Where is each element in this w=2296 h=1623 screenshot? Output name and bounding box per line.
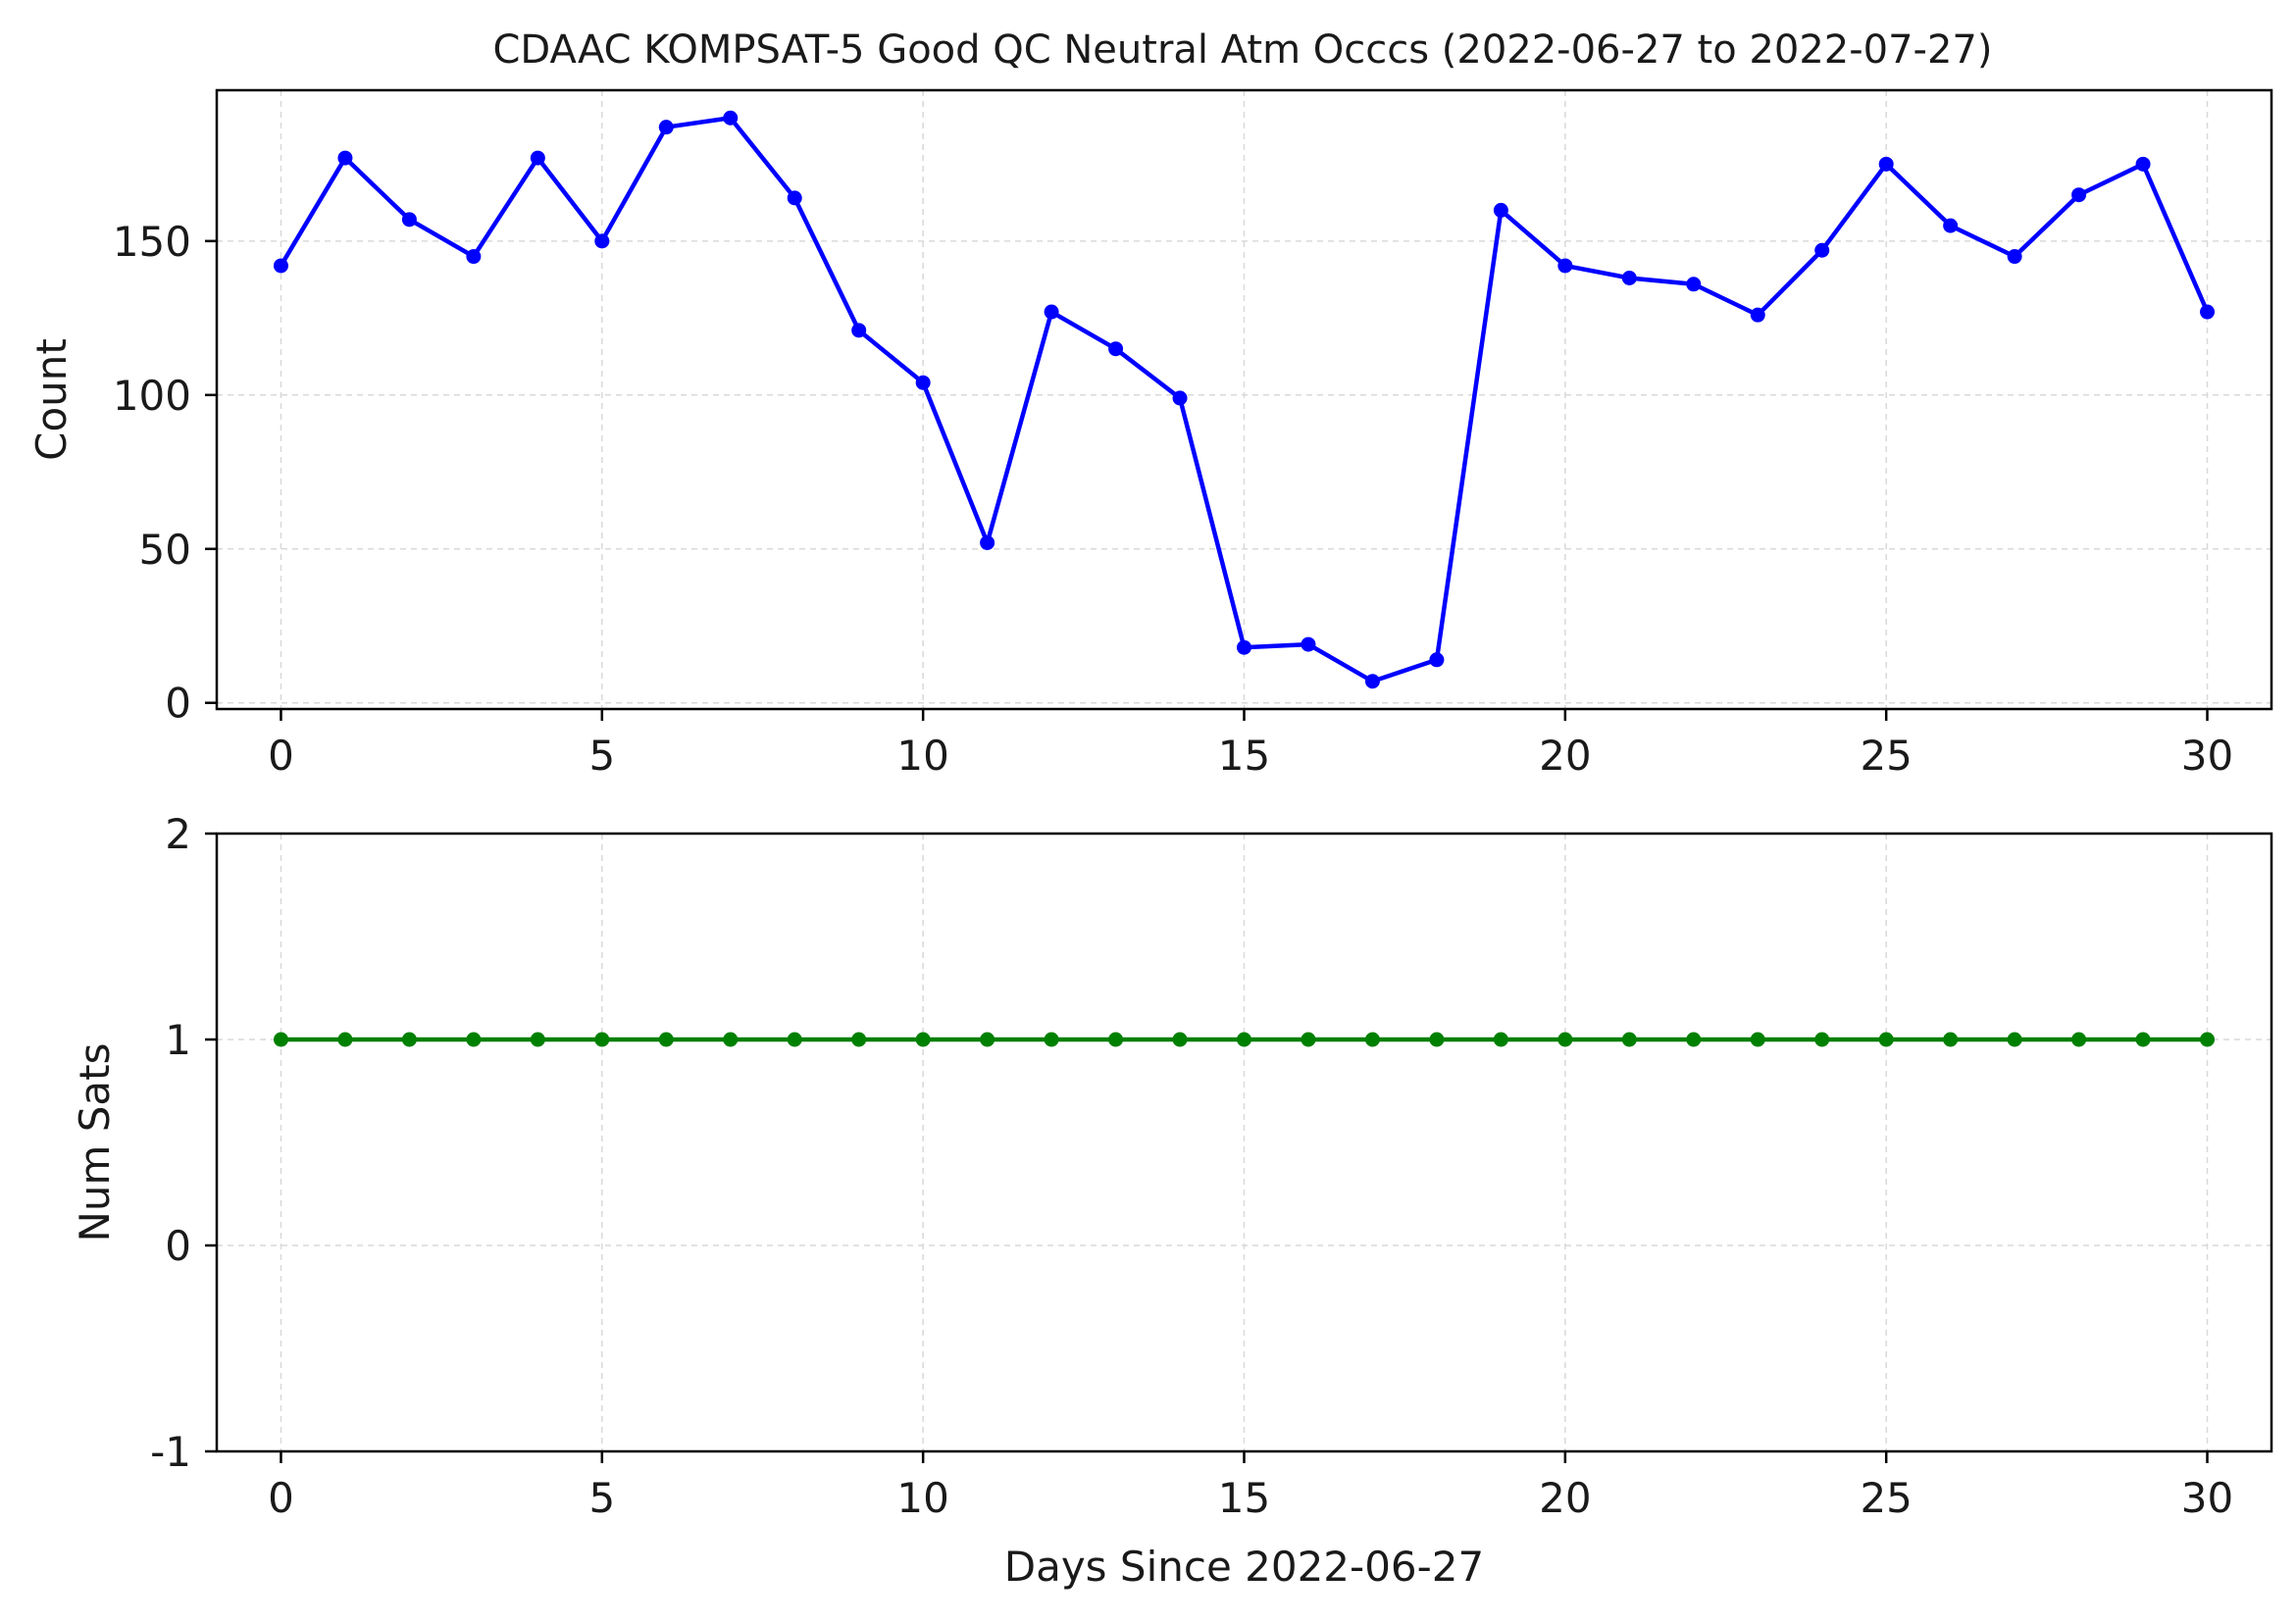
y-tick-label: 150: [113, 218, 191, 266]
data-point: [851, 323, 867, 338]
data-point: [1493, 202, 1508, 218]
data-point: [2200, 304, 2216, 320]
x-tick-label: 25: [1860, 732, 1912, 780]
data-point: [1814, 1032, 1830, 1047]
data-point: [1686, 1032, 1702, 1047]
x-tick-label: 0: [268, 1474, 294, 1522]
data-point: [466, 1032, 482, 1047]
data-point: [1943, 218, 1959, 233]
x-tick-label: 10: [896, 1474, 948, 1522]
data-point: [1750, 307, 1765, 323]
data-point: [1364, 674, 1380, 689]
data-point: [1943, 1032, 1959, 1047]
x-tick-label: 20: [1539, 1474, 1591, 1522]
data-point: [1044, 1032, 1059, 1047]
data-point: [1750, 1032, 1765, 1047]
data-point: [787, 1032, 802, 1047]
data-point: [1237, 1032, 1251, 1047]
data-point: [1301, 636, 1316, 652]
data-point: [2200, 1032, 2216, 1047]
x-tick-label: 30: [2181, 1474, 2233, 1522]
data-point: [2135, 1032, 2151, 1047]
data-point: [980, 1032, 995, 1047]
data-point: [337, 1032, 353, 1047]
data-point: [1429, 1032, 1445, 1047]
data-point: [337, 150, 353, 166]
data-point: [594, 233, 610, 249]
data-point: [1172, 1032, 1188, 1047]
chart-title: CDAAC KOMPSAT-5 Good QC Neutral Atm Occc…: [492, 27, 1992, 73]
x-tick-label: 25: [1860, 1474, 1912, 1522]
data-point: [1172, 390, 1188, 406]
data-point: [1108, 1032, 1124, 1047]
data-point: [273, 1032, 288, 1047]
x-axis-label: Days Since 2022-06-27: [1004, 1543, 1484, 1591]
y-axis-label: Num Sats: [71, 1042, 119, 1242]
data-point: [1878, 156, 1894, 172]
data-point: [1621, 270, 1637, 285]
data-point: [1301, 1032, 1316, 1047]
y-tick-label: 0: [165, 1222, 191, 1270]
data-point: [594, 1032, 610, 1047]
x-tick-label: 5: [588, 732, 615, 780]
data-point: [1878, 1032, 1894, 1047]
data-point: [530, 1032, 545, 1047]
data-point: [1044, 304, 1059, 320]
data-point: [915, 1032, 931, 1047]
data-point: [2135, 156, 2151, 172]
data-point: [915, 375, 931, 390]
y-tick-label: 50: [139, 526, 191, 574]
y-tick-label: 1: [165, 1016, 191, 1064]
data-point: [851, 1032, 867, 1047]
data-point: [1814, 242, 1830, 258]
data-point: [980, 534, 995, 550]
data-point: [787, 190, 802, 206]
y-tick-label: 2: [165, 810, 191, 858]
data-point: [1364, 1032, 1380, 1047]
data-point: [273, 258, 288, 274]
x-tick-label: 0: [268, 732, 294, 780]
data-point: [1493, 1032, 1508, 1047]
data-point: [401, 212, 417, 228]
x-tick-label: 10: [896, 732, 948, 780]
data-point: [530, 150, 545, 166]
x-tick-label: 15: [1218, 732, 1270, 780]
data-point: [2007, 249, 2022, 265]
data-point: [1621, 1032, 1637, 1047]
count-subplot: 0 5 10 15 20 25 30 0 50 100 150 Count: [27, 88, 2273, 780]
data-point: [1108, 341, 1124, 357]
data-point: [723, 110, 739, 126]
num-sats-subplot: 0 5 10 15 20 25 30 -1 0 1 2 Num Sats Days Since 2022…: [71, 810, 2273, 1591]
data-point: [2071, 1032, 2087, 1047]
y-tick-label: -1: [150, 1428, 191, 1476]
y-tick-label: 0: [165, 680, 191, 728]
data-point: [723, 1032, 739, 1047]
data-point: [1429, 652, 1445, 668]
y-tick-label: 100: [113, 372, 191, 420]
data-point: [658, 120, 674, 135]
data-point: [1686, 277, 1702, 292]
data-point: [401, 1032, 417, 1047]
data-point: [658, 1032, 674, 1047]
y-axis-label: Count: [27, 338, 76, 461]
data-point: [1557, 258, 1573, 274]
data-point: [1557, 1032, 1573, 1047]
data-point: [466, 249, 482, 265]
data-point: [2007, 1032, 2022, 1047]
data-point: [1237, 639, 1251, 655]
x-tick-label: 30: [2181, 732, 2233, 780]
x-tick-label: 15: [1218, 1474, 1270, 1522]
data-point: [2071, 187, 2087, 203]
x-tick-label: 5: [588, 1474, 615, 1522]
x-tick-label: 20: [1539, 732, 1591, 780]
